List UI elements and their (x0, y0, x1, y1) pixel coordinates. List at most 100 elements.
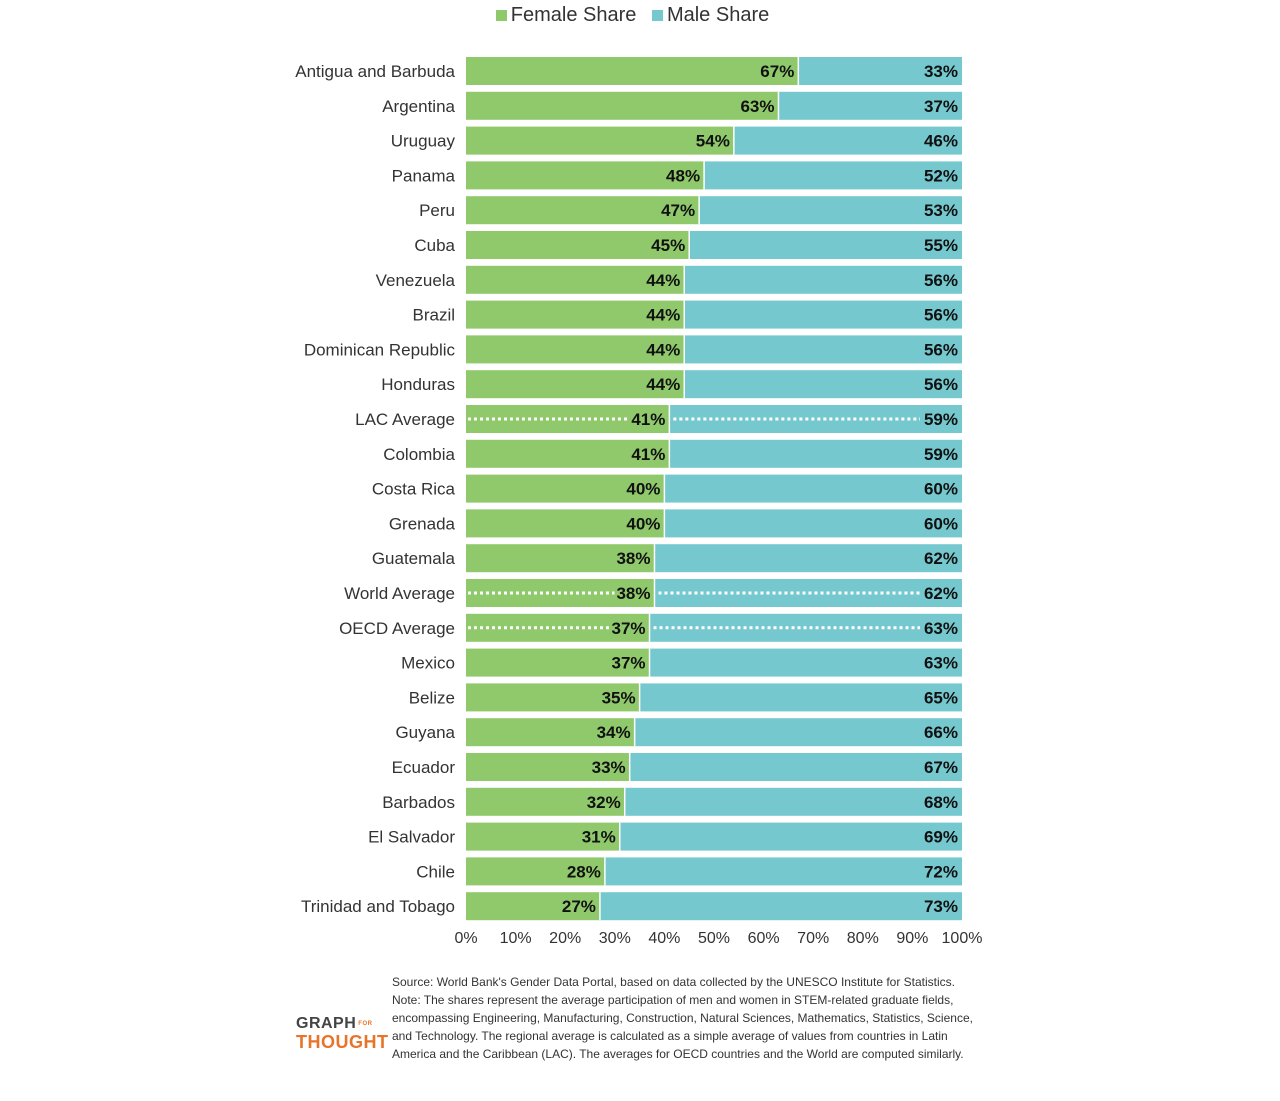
data-label-female: 34% (597, 723, 631, 742)
bar-male (689, 231, 962, 259)
bar-male (684, 300, 962, 329)
data-label-male: 72% (924, 862, 958, 881)
data-label-female: 32% (587, 793, 621, 812)
category-label: Argentina (382, 97, 455, 116)
bar-female (466, 753, 630, 781)
data-label-male: 67% (924, 758, 958, 777)
data-label-female: 33% (592, 758, 626, 777)
data-label-male: 33% (924, 62, 958, 81)
data-label-male: 59% (924, 410, 958, 429)
x-tick-label: 0% (454, 930, 477, 947)
legend-swatch-female (495, 10, 507, 21)
bar-male (664, 509, 962, 538)
data-label-male: 46% (924, 132, 958, 151)
bar-female (466, 857, 605, 886)
logo-line-thought: THOUGHT (296, 1032, 389, 1052)
category-label: Colombia (383, 445, 455, 464)
data-label-female: 54% (696, 132, 730, 151)
source-text: Source: World Bank's Gender Data Portal,… (392, 975, 956, 989)
category-label: Mexico (401, 654, 455, 673)
logo-line-graph: GRAPH FOR (296, 1015, 373, 1032)
data-label-female: 44% (646, 306, 680, 325)
category-label: Guatemala (372, 549, 456, 568)
legend-label-male: Male Share (666, 4, 770, 26)
bar-male (684, 335, 962, 364)
category-label: Venezuela (376, 271, 456, 290)
bar-male (599, 892, 962, 921)
category-label: World Average (344, 584, 455, 603)
bar-male (798, 57, 962, 85)
data-label-male: 62% (924, 549, 958, 568)
graph-for-thought-logo: GRAPH FOR THOUGHT (296, 1015, 389, 1051)
bar-female (466, 718, 635, 747)
legend-item-female: Female Share (495, 4, 637, 27)
bar-male (619, 822, 962, 851)
bar-male (639, 683, 962, 712)
x-tick-label: 90% (896, 930, 928, 947)
bar-male (624, 787, 962, 816)
note-text: Note: The shares represent the average p… (392, 993, 973, 1061)
data-label-male: 69% (924, 828, 958, 847)
category-label: Antigua and Barbuda (295, 62, 455, 81)
category-label: Cuba (414, 236, 455, 255)
data-label-male: 60% (924, 480, 958, 499)
bar-male (654, 544, 962, 573)
data-label-male: 52% (924, 166, 958, 185)
data-label-male: 56% (924, 306, 958, 325)
data-label-male: 56% (924, 340, 958, 359)
bar-female (466, 126, 734, 155)
legend-label-female: Female Share (510, 4, 637, 26)
x-tick-label: 20% (549, 930, 581, 947)
bar-female (466, 474, 665, 503)
bar-female (466, 161, 705, 190)
data-label-male: 63% (924, 619, 958, 638)
bar-male (649, 648, 962, 677)
chart-legend: Female Share Male Share (0, 4, 1265, 27)
data-label-male: 63% (924, 654, 958, 673)
stacked-bar-chart: Antigua and Barbuda 67% 33% Argentina 63% 37%… (295, 57, 982, 947)
data-label-female: 44% (646, 375, 680, 394)
category-label: Ecuador (392, 758, 456, 777)
data-label-male: 65% (924, 688, 958, 707)
bar-female (466, 335, 685, 364)
data-label-male: 37% (924, 97, 958, 116)
data-label-female: 41% (631, 445, 665, 464)
data-label-male: 66% (924, 723, 958, 742)
x-tick-label: 30% (599, 930, 631, 947)
data-label-male: 68% (924, 793, 958, 812)
bar-female (466, 892, 600, 921)
bar-female (466, 57, 799, 85)
bar-female (466, 648, 650, 677)
data-label-female: 41% (631, 410, 665, 429)
data-label-female: 28% (567, 862, 601, 881)
x-tick-label: 70% (797, 930, 829, 947)
category-label: Honduras (381, 375, 455, 394)
x-tick-label: 40% (648, 930, 680, 947)
category-label: Costa Rica (372, 480, 456, 499)
data-label-female: 38% (616, 549, 650, 568)
data-label-male: 59% (924, 445, 958, 464)
legend-swatch-male (651, 10, 663, 21)
data-label-female: 67% (760, 62, 794, 81)
data-label-female: 40% (626, 514, 660, 533)
category-label: Chile (416, 862, 455, 881)
bar-female (466, 196, 700, 225)
bar-female (466, 91, 779, 120)
bar-male (669, 439, 962, 468)
bar-female (466, 370, 685, 399)
bar-male (778, 91, 962, 120)
bar-male (669, 405, 962, 433)
data-label-male: 73% (924, 897, 958, 916)
x-tick-label: 50% (698, 930, 730, 947)
x-tick-label: 60% (748, 930, 780, 947)
data-label-male: 56% (924, 271, 958, 290)
category-label: LAC Average (355, 410, 455, 429)
category-label: Brazil (412, 306, 455, 325)
data-label-female: 47% (661, 201, 695, 220)
data-label-female: 37% (611, 619, 645, 638)
data-label-female: 44% (646, 340, 680, 359)
bar-male (664, 474, 962, 503)
bar-female (466, 683, 640, 712)
category-label: Grenada (389, 514, 456, 533)
category-label: Uruguay (391, 132, 456, 151)
